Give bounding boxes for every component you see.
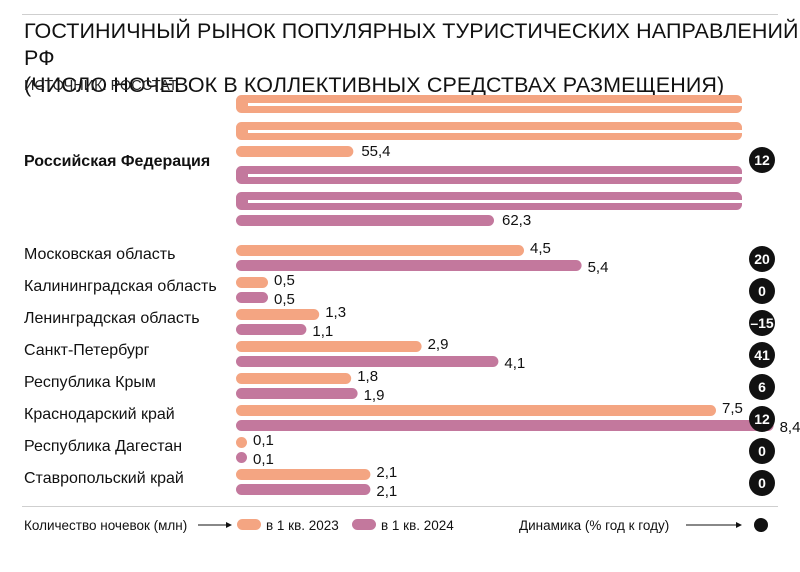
bar-2023 (236, 469, 371, 480)
chart-source: ИСТОЧНИК: РОССТАТ. (24, 78, 180, 94)
dynamics-value: 12 (754, 152, 770, 168)
legend-label-2023: в 1 кв. 2023 (266, 518, 339, 533)
legend-dynamics-dot (754, 518, 768, 532)
bar-2024 (236, 324, 307, 335)
value-label-2024: 2,1 (376, 483, 397, 500)
category-label: Российская Федерация (24, 153, 210, 170)
bar-rf-2023-label: 55,4 (361, 143, 390, 160)
category-label: Республика Дагестан (24, 438, 182, 455)
category-label: Санкт-Петербург (24, 342, 150, 359)
chart-title: ГОСТИНИЧНЫЙ РЫНОК ПОПУЛЯРНЫХ ТУРИСТИЧЕСК… (24, 18, 800, 99)
category-label: Калининградская область (24, 278, 217, 295)
bar-2023 (236, 309, 320, 320)
dynamics-value: 0 (758, 475, 766, 491)
value-label-2024: 8,4 (780, 419, 800, 436)
bar-rf-2023-segment (236, 146, 354, 157)
value-label-2024: 5,4 (588, 259, 609, 276)
bar-2024 (236, 484, 371, 495)
legend-label-2024: в 1 кв. 2024 (381, 518, 454, 533)
value-label-2024: 1,1 (312, 323, 333, 340)
dynamics-badge (749, 406, 775, 432)
bar-2024 (236, 452, 247, 463)
title-line-1: ГОСТИНИЧНЫЙ РЫНОК ПОПУЛЯРНЫХ ТУРИСТИЧЕСК… (24, 19, 799, 70)
bar-rf-2024-wrap-gap (248, 174, 742, 177)
dynamics-value: –15 (750, 315, 774, 331)
dynamics-badge (749, 246, 775, 272)
dynamics-badge (749, 470, 775, 496)
value-label-2023: 7,5 (722, 400, 743, 417)
value-label-2023: 1,8 (357, 368, 378, 385)
dynamics-value: 12 (754, 411, 770, 427)
dynamics-value: 6 (758, 379, 766, 395)
value-label-2023: 2,9 (428, 336, 449, 353)
value-label-2023: 4,5 (530, 240, 551, 257)
legend-nights-label: Количество ночевок (млн) (24, 518, 187, 533)
value-label-2024: 1,9 (364, 387, 385, 404)
bar-2023 (236, 341, 422, 352)
dynamics-badge (749, 310, 775, 336)
category-label: Ставропольский край (24, 470, 184, 487)
value-label-2023: 0,5 (274, 272, 295, 289)
value-label-2024: 0,5 (274, 291, 295, 308)
legend-arrow-head (226, 522, 232, 528)
legend-dynamics-label: Динамика (% год к году) (519, 518, 669, 533)
legend-swatch-2023 (237, 519, 261, 530)
category-label: Краснодарский край (24, 406, 175, 423)
dynamics-badge (749, 438, 775, 464)
bar-2024 (236, 388, 358, 399)
dynamics-badge (749, 278, 775, 304)
value-label-2023: 1,3 (325, 304, 346, 321)
value-label-2023: 2,1 (376, 464, 397, 481)
bar-2024 (236, 260, 582, 271)
bar-rf-2023-wrap-gap (248, 103, 742, 106)
footer-rule (22, 506, 778, 507)
value-label-2024: 0,1 (253, 451, 274, 468)
bar-rf-2024-segment (236, 215, 494, 226)
bar-2024 (236, 356, 499, 367)
bar-rf-2024 (236, 166, 742, 226)
bar-2024 (236, 292, 268, 303)
dynamics-badge (749, 342, 775, 368)
dynamics-value: 0 (758, 283, 766, 299)
dynamics-value: 41 (754, 347, 770, 363)
bar-rf-2023 (236, 95, 742, 157)
bar-2023 (236, 277, 268, 288)
bar-rf-2024-label: 62,3 (502, 212, 531, 229)
bar-2023 (236, 405, 716, 416)
dynamics-badge (749, 147, 775, 173)
bar-2023 (236, 245, 524, 256)
value-label-2024: 4,1 (504, 355, 525, 372)
bar-rf-2023-wrap-gap (248, 130, 742, 133)
bar-rf-2024-wrap-gap (248, 200, 742, 203)
legend-swatch-2024 (352, 519, 376, 530)
category-label: Московская область (24, 246, 175, 263)
bar-2024 (236, 420, 774, 431)
top-rule (22, 14, 778, 15)
title-line-2: (ЧИСЛО НОЧЕВОК В КОЛЛЕКТИВНЫХ СРЕДСТВАХ … (24, 73, 725, 97)
dynamics-badge (749, 374, 775, 400)
category-label: Республика Крым (24, 374, 156, 391)
category-label: Ленинградская область (24, 310, 200, 327)
dynamics-value: 20 (754, 251, 770, 267)
bar-2023 (236, 373, 352, 384)
dynamics-value: 0 (758, 443, 766, 459)
bar-2023 (236, 437, 247, 448)
value-label-2023: 0,1 (253, 432, 274, 449)
legend-arrow-head (736, 522, 742, 528)
